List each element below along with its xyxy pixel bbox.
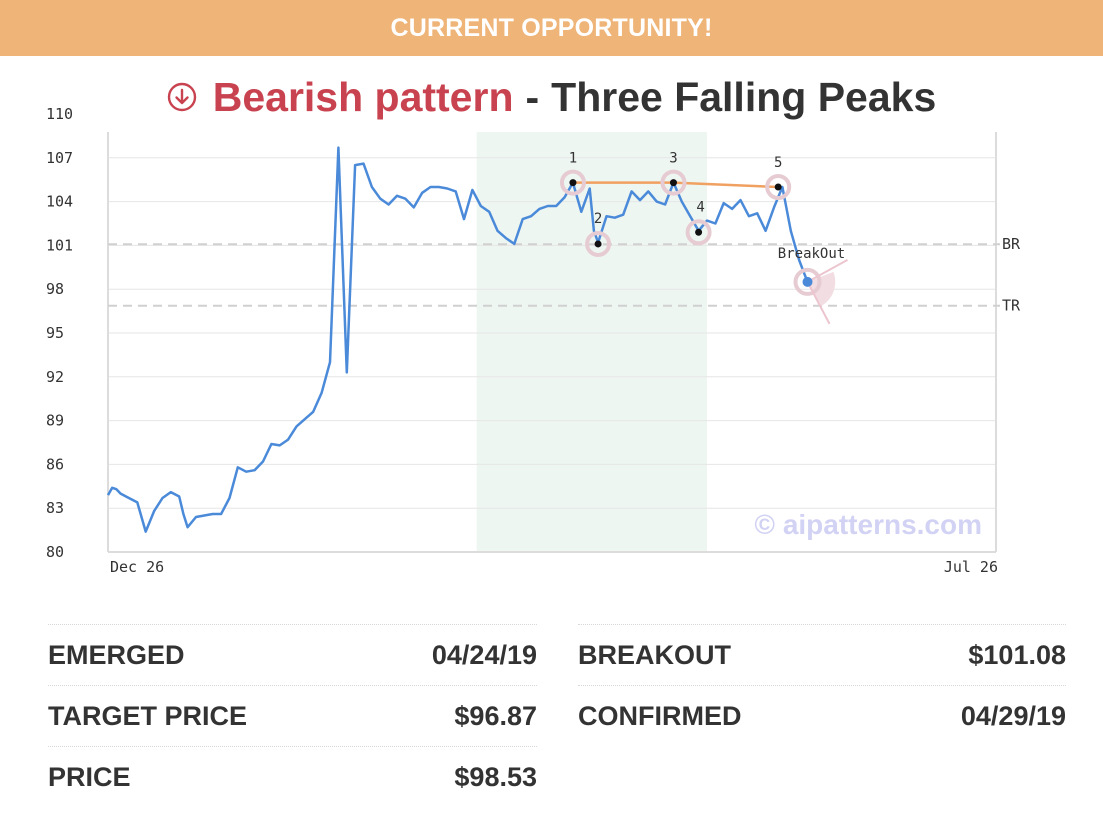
opportunity-banner: CURRENT OPPORTUNITY! (0, 0, 1103, 56)
pattern-point-halo (585, 230, 612, 257)
y-tick-label: 110 (46, 105, 73, 123)
pattern-point-label: 4 (696, 199, 704, 215)
pattern-point-halo (685, 219, 712, 246)
x-tick-label-end: Jul 26 (944, 558, 998, 576)
stat-value: $98.53 (454, 761, 537, 792)
stat-label: PRICE (48, 761, 131, 792)
stat-row-breakout: BREAKOUT $101.08 (578, 624, 1066, 685)
y-tick-label: 80 (46, 543, 64, 561)
pattern-point (774, 183, 782, 191)
stat-value: $101.08 (968, 639, 1066, 670)
pattern-point (569, 179, 577, 187)
y-tick-label: 98 (46, 280, 64, 298)
pattern-point-halo (765, 174, 792, 200)
stat-row-confirmed: CONFIRMED 04/29/19 (578, 685, 1066, 746)
y-tick-label: 101 (46, 236, 73, 254)
stat-row-target-price: TARGET PRICE $96.87 (48, 685, 537, 746)
pattern-title: Bearish pattern - Three Falling Peaks (0, 70, 1103, 124)
breakout-fan (807, 271, 836, 306)
stat-label: BREAKOUT (578, 639, 731, 670)
stats-left: EMERGED 04/24/19 TARGET PRICE $96.87 PRI… (48, 624, 537, 807)
breakout-point (802, 276, 813, 287)
price-line (106, 146, 809, 533)
stat-label: TARGET PRICE (48, 700, 248, 731)
x-tick-label-start: Dec 26 (110, 558, 164, 576)
stat-label: CONFIRMED (578, 700, 742, 731)
pattern-name: Three Falling Peaks (551, 73, 937, 120)
watermark-text: © aipatterns.com (754, 509, 982, 540)
pattern-point-label: 5 (774, 155, 782, 171)
stat-label: EMERGED (48, 639, 185, 670)
stat-value: $96.87 (454, 700, 537, 731)
stat-value: 04/29/19 (960, 700, 1066, 731)
y-tick-label: 83 (46, 499, 64, 517)
pattern-point-halo (660, 169, 687, 196)
pattern-point-halo (559, 169, 586, 196)
pattern-point-label: 2 (594, 211, 602, 227)
breakout-halo (793, 267, 822, 296)
price-chart: 80 83 86 89 92 95 98 101 104 107 110 Dec 26 Jul 26 BR… (46, 105, 1021, 576)
y-tick-label: 92 (46, 368, 64, 386)
breakout-arrow (806, 281, 831, 325)
pattern-type: Bearish pattern (212, 73, 514, 120)
pattern-point (669, 179, 677, 187)
y-tick-label: 107 (46, 149, 73, 167)
y-tick-label: 89 (46, 412, 64, 430)
stat-value: 04/24/19 (431, 639, 537, 670)
stats-right: BREAKOUT $101.08 CONFIRMED 04/29/19 (578, 624, 1066, 746)
pattern-point-label: 3 (669, 151, 677, 167)
stat-row-emerged: EMERGED 04/24/19 (48, 624, 537, 685)
banner-text: CURRENT OPPORTUNITY! (390, 13, 713, 42)
reference-line-label: BR (1002, 235, 1021, 253)
breakout-arrow (807, 259, 848, 283)
pattern-point-label: 1 (569, 151, 577, 167)
title-separator: - (525, 73, 540, 120)
pattern-point (695, 228, 703, 236)
reference-line-label: TR (1002, 297, 1021, 315)
stat-row-price: PRICE $98.53 (48, 746, 537, 807)
y-tick-label: 104 (46, 193, 73, 211)
y-tick-label: 95 (46, 324, 64, 342)
pattern-point (594, 240, 602, 248)
arrow-down-circle-icon (167, 82, 196, 112)
breakout-label: BreakOut (778, 246, 845, 262)
y-tick-label: 86 (46, 455, 64, 473)
